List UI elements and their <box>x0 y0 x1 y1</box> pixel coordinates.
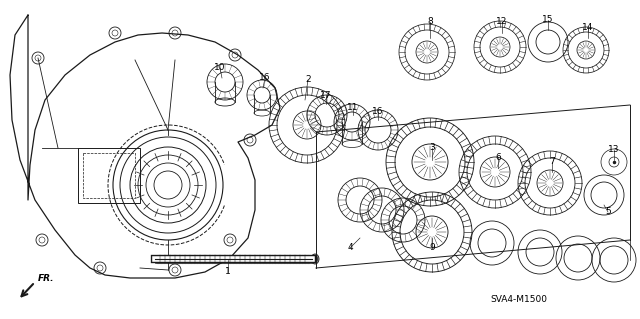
Text: SVA4-M1500: SVA4-M1500 <box>490 295 547 305</box>
Polygon shape <box>259 255 261 263</box>
Bar <box>83 153 135 198</box>
Polygon shape <box>295 255 297 263</box>
Polygon shape <box>172 255 174 263</box>
Text: 11: 11 <box>348 103 359 113</box>
Polygon shape <box>199 255 201 263</box>
Text: 9: 9 <box>429 243 435 253</box>
Polygon shape <box>244 255 246 263</box>
Polygon shape <box>202 255 204 263</box>
Polygon shape <box>271 255 273 263</box>
Ellipse shape <box>311 254 319 264</box>
Text: 1: 1 <box>225 268 231 277</box>
Polygon shape <box>238 255 240 263</box>
Polygon shape <box>289 255 291 263</box>
Polygon shape <box>205 255 207 263</box>
Text: 16: 16 <box>259 73 271 83</box>
Text: 15: 15 <box>542 16 554 25</box>
Polygon shape <box>235 255 237 263</box>
Polygon shape <box>286 255 288 263</box>
Polygon shape <box>256 255 258 263</box>
Text: 4: 4 <box>347 243 353 253</box>
Polygon shape <box>268 255 270 263</box>
Text: 2: 2 <box>305 76 311 85</box>
Text: 17: 17 <box>320 91 332 100</box>
Text: 14: 14 <box>582 24 594 33</box>
Text: 7: 7 <box>549 158 555 167</box>
Polygon shape <box>250 255 252 263</box>
Text: 5: 5 <box>605 207 611 217</box>
Text: 16: 16 <box>372 108 384 116</box>
Polygon shape <box>214 255 216 263</box>
Polygon shape <box>217 255 219 263</box>
Polygon shape <box>253 255 255 263</box>
Polygon shape <box>169 255 171 263</box>
Polygon shape <box>262 255 264 263</box>
Polygon shape <box>223 255 225 263</box>
Polygon shape <box>196 255 198 263</box>
Polygon shape <box>175 255 177 263</box>
Polygon shape <box>274 255 276 263</box>
Polygon shape <box>160 255 162 263</box>
Polygon shape <box>277 255 279 263</box>
Polygon shape <box>232 255 234 263</box>
Polygon shape <box>187 255 189 263</box>
Polygon shape <box>307 255 309 263</box>
Polygon shape <box>226 255 228 263</box>
Bar <box>78 148 140 203</box>
Polygon shape <box>220 255 222 263</box>
Polygon shape <box>157 255 159 263</box>
Polygon shape <box>280 255 282 263</box>
Polygon shape <box>298 255 300 263</box>
Polygon shape <box>265 255 267 263</box>
Text: 13: 13 <box>608 145 620 154</box>
Polygon shape <box>178 255 180 263</box>
Polygon shape <box>184 255 186 263</box>
Polygon shape <box>304 255 306 263</box>
Polygon shape <box>247 255 249 263</box>
Text: FR.: FR. <box>38 274 54 283</box>
Text: 10: 10 <box>214 63 226 72</box>
Polygon shape <box>208 255 210 263</box>
Polygon shape <box>193 255 195 263</box>
Polygon shape <box>166 255 168 263</box>
Polygon shape <box>163 255 165 263</box>
Text: 8: 8 <box>427 18 433 26</box>
Text: 12: 12 <box>496 18 508 26</box>
Polygon shape <box>190 255 192 263</box>
Polygon shape <box>241 255 243 263</box>
Polygon shape <box>283 255 285 263</box>
Polygon shape <box>292 255 294 263</box>
Text: 6: 6 <box>495 152 501 161</box>
Polygon shape <box>211 255 213 263</box>
Text: 3: 3 <box>429 144 435 152</box>
Polygon shape <box>229 255 231 263</box>
Polygon shape <box>301 255 303 263</box>
Polygon shape <box>181 255 183 263</box>
